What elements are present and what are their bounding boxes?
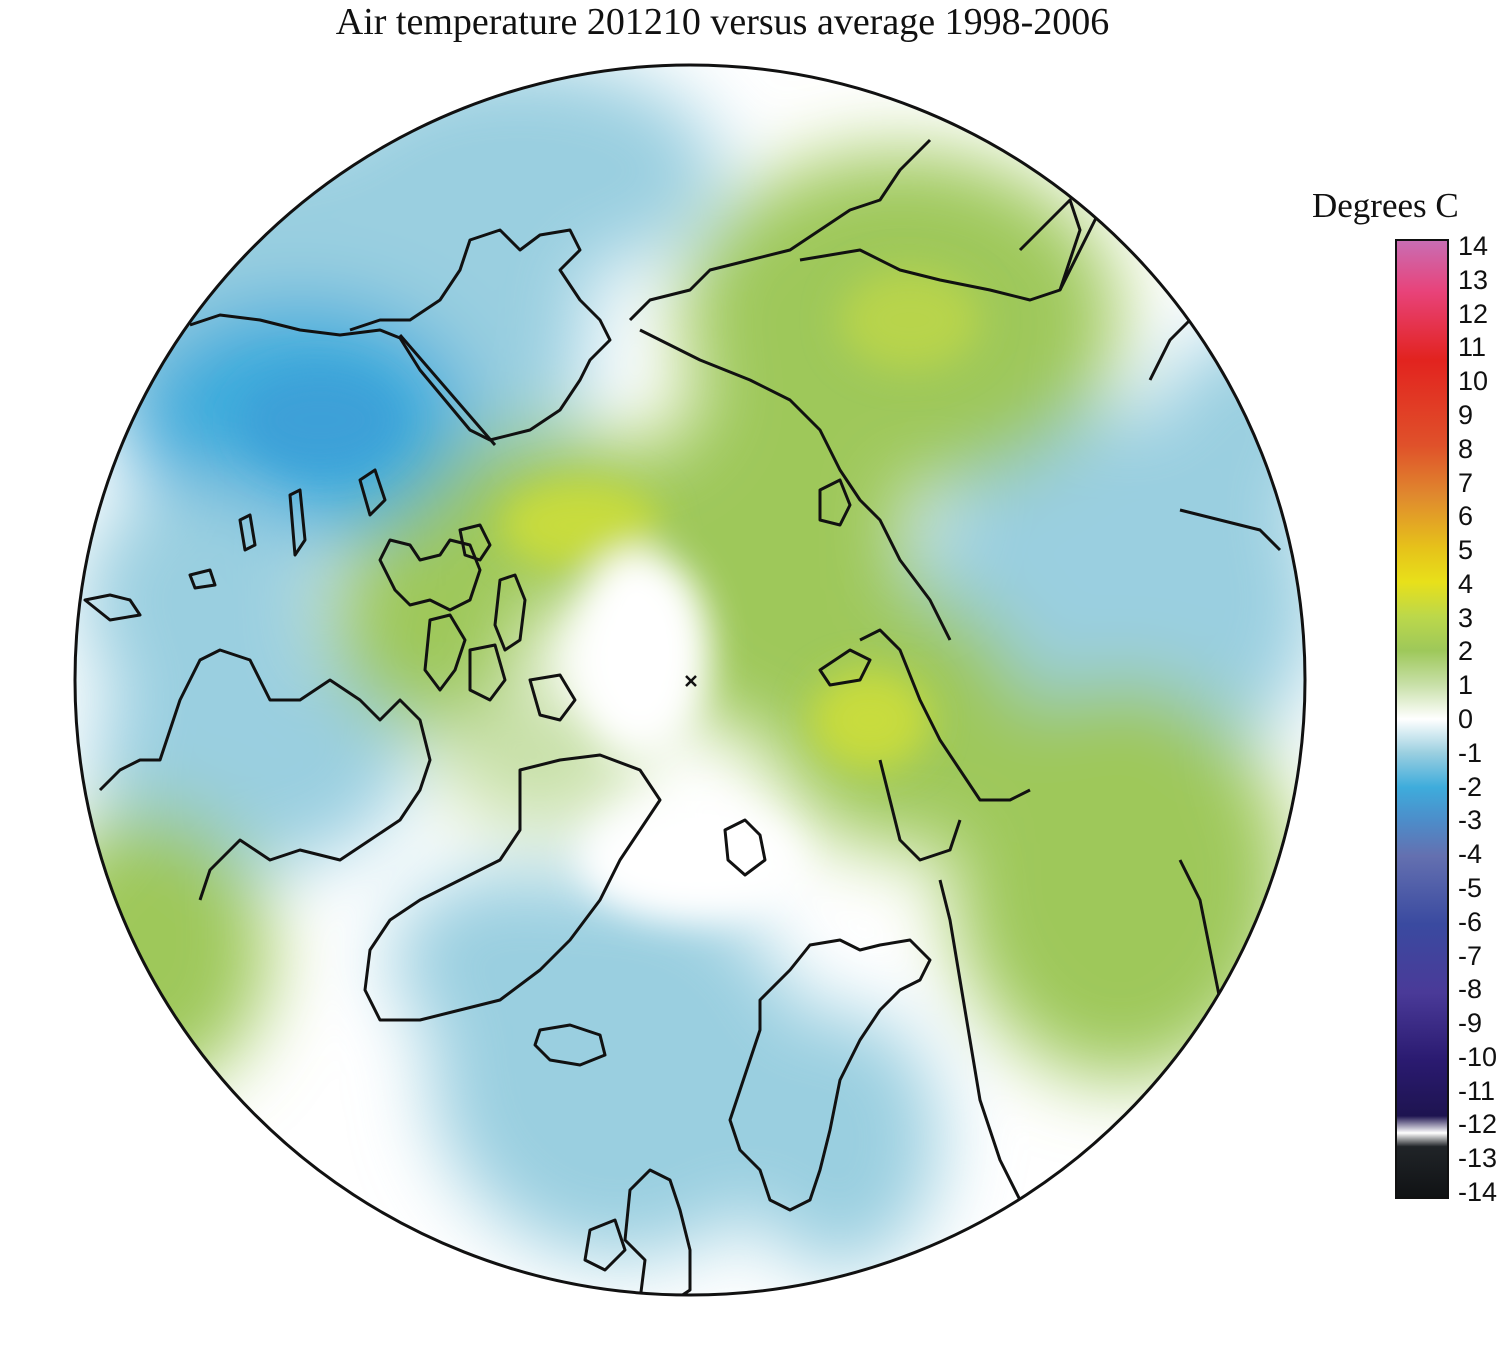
map-boundary — [73, 63, 1307, 1297]
colorbar-tick-label: 9 — [1458, 399, 1474, 430]
colorbar-tick-label: -7 — [1458, 940, 1483, 971]
colorbar-ramp — [1395, 239, 1449, 1199]
colorbar-tick-label: 11 — [1458, 332, 1487, 363]
colorbar-tick-label: -12 — [1458, 1109, 1498, 1140]
colorbar-tick-label: 5 — [1458, 535, 1474, 566]
colorbar-tick-label: -2 — [1458, 771, 1483, 802]
colorbar-tick-label: -8 — [1458, 974, 1483, 1005]
colorbar-tick-label: -5 — [1458, 872, 1483, 903]
colorbar-tick-label: 0 — [1458, 704, 1474, 734]
colorbar-tick-label: -14 — [1458, 1177, 1498, 1207]
colorbar-tick-label: 12 — [1458, 298, 1489, 329]
colorbar-title: Degrees C — [1312, 186, 1459, 225]
colorbar-tick-label: -10 — [1458, 1041, 1498, 1072]
colorbar-tick-label: -4 — [1458, 839, 1483, 870]
colorbar-tick-label: 3 — [1458, 602, 1474, 633]
colorbar — [1395, 239, 1449, 1199]
anomaly-field — [75, 65, 1305, 1295]
colorbar-tick-label: -9 — [1458, 1008, 1483, 1039]
coastlines — [83, 138, 1282, 1295]
colorbar-tick-label: 6 — [1458, 501, 1474, 532]
colorbar-tick-label: -1 — [1458, 737, 1483, 768]
colorbar-tick-label: 10 — [1458, 366, 1489, 397]
colorbar-tick-label: 13 — [1458, 264, 1489, 295]
colorbar-tick-label: 7 — [1458, 467, 1474, 498]
colorbar-tick-label: -3 — [1458, 805, 1483, 836]
colorbar-tick-label: 8 — [1458, 433, 1474, 464]
colorbar-tick-label: 1 — [1458, 670, 1474, 701]
colorbar-tick-label: 14 — [1458, 231, 1489, 261]
colorbar-tick-label: -6 — [1458, 906, 1483, 937]
colorbar-tick-label: 2 — [1458, 636, 1474, 667]
colorbar-tick-label: -13 — [1458, 1143, 1498, 1174]
north-pole-marker — [685, 675, 697, 687]
colorbar-tick-label: -11 — [1458, 1075, 1496, 1106]
map-title: Air temperature 201210 versus average 19… — [335, 1, 1110, 43]
colorbar-tick-label: 4 — [1458, 568, 1474, 599]
